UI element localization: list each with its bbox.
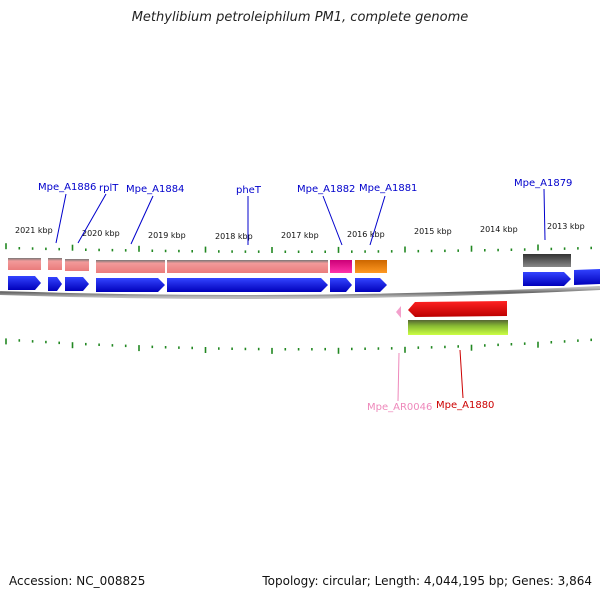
cds-arrow[interactable] [523,272,571,286]
leader-line [77,193,107,244]
tick-label: 2019 kbp [148,231,186,240]
gene-label-phet[interactable]: pheT [236,185,262,196]
cds-arrow-reverse[interactable] [408,301,507,317]
cds-arrow[interactable] [330,278,352,292]
tick-label: 2013 kbp [547,222,585,231]
genome-title: Methylibium petroleiphilum PM1, complete… [131,10,469,25]
feature-bar-green[interactable] [408,320,508,335]
feature-bar[interactable] [96,260,165,273]
gene-label-mpe-a1881[interactable]: Mpe_A1881 [359,183,417,194]
cds-arrow[interactable] [48,277,62,291]
upper-tick-marks [5,243,593,253]
cds-arrow[interactable] [96,278,165,292]
leader-line [130,195,154,245]
gene-label-mpe-ar0046[interactable]: Mpe_AR0046 [367,402,432,413]
reverse-track [396,301,508,335]
tick-label: 2020 kbp [82,229,120,238]
cds-arrow[interactable] [65,277,89,291]
tick-label: 2015 kbp [414,227,452,236]
feature-bar[interactable] [8,258,41,270]
genome-summary-text: Topology: circular; Length: 4,044,195 bp… [262,574,592,588]
tick-label: 2014 kbp [480,225,518,234]
leader-line [369,195,386,246]
tick-label: 2016 kbp [347,230,385,239]
leader-line [397,352,400,402]
feature-bar[interactable] [65,259,89,271]
leader-line [543,188,546,241]
tick-label: 2021 kbp [15,226,53,235]
feature-bar-orange[interactable] [355,260,387,273]
gene-label-mpe-a1886[interactable]: Mpe_A1886 [38,182,96,193]
feature-track-upper [8,254,571,273]
label-leaders [55,188,546,402]
cds-arrow[interactable] [355,278,387,292]
cds-arrow[interactable] [8,276,41,290]
gene-label-rplt[interactable]: rplT [99,183,119,194]
trna-marker[interactable] [396,306,401,318]
tick-label: 2018 kbp [215,232,253,241]
feature-bar-magenta[interactable] [330,260,352,273]
leader-line [322,195,343,246]
gene-label-mpe-a1882[interactable]: Mpe_A1882 [297,184,355,195]
accession-text: Accession: NC_008825 [9,574,146,588]
leader-line [55,193,67,244]
feature-bar-grey[interactable] [523,254,571,267]
cds-arrow[interactable] [574,269,600,285]
feature-bar[interactable] [48,258,62,270]
gene-labels: Mpe_A1886 rplT Mpe_A1884 pheT Mpe_A1882 … [38,178,572,413]
tick-labels: 2021 kbp 2020 kbp 2019 kbp 2018 kbp 2017… [15,222,585,241]
forward-cds-track [8,269,600,292]
genome-backbone [0,286,600,299]
cds-arrow[interactable] [167,278,328,292]
leader-line [459,349,464,399]
gene-label-mpe-a1884[interactable]: Mpe_A1884 [126,184,184,195]
lower-tick-marks [5,338,593,354]
gene-label-mpe-a1879[interactable]: Mpe_A1879 [514,178,572,189]
feature-bar[interactable] [167,260,328,273]
tick-label: 2017 kbp [281,231,319,240]
gene-label-mpe-a1880[interactable]: Mpe_A1880 [436,400,494,411]
